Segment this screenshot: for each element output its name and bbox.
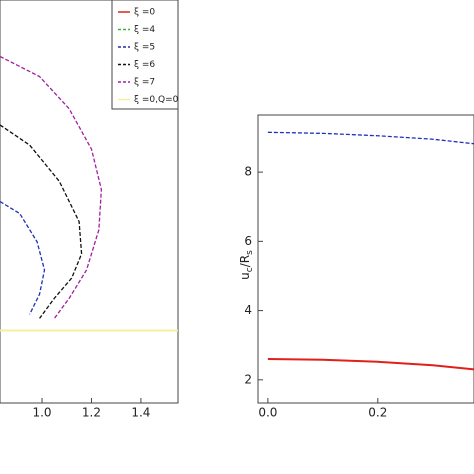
y-tick-label: 4 — [244, 303, 252, 317]
y-tick-label: 2 — [244, 372, 252, 386]
x-tick-label: 1.0 — [32, 406, 51, 420]
plot-area — [267, 131, 474, 371]
series-line — [267, 131, 474, 145]
legend-label: ξ =6 — [134, 60, 155, 70]
legend: ξ =0 ξ =4 ξ =5 ξ =6 ξ =7 ξ =0,Q=0 — [111, 0, 179, 110]
x-tick-label: 1.4 — [131, 406, 150, 420]
series-line — [267, 358, 474, 371]
legend-label: ξ =5 — [134, 43, 155, 53]
series-line — [0, 200, 46, 315]
y-axis-label: uc/Rs — [238, 250, 255, 280]
legend-label: ξ =0,Q=0 — [134, 95, 179, 105]
y-tick-label: 8 — [244, 165, 252, 179]
plot-frame — [257, 114, 474, 404]
x-tick-label: 0.0 — [258, 406, 277, 420]
plot-frame — [0, 0, 179, 404]
legend-label: ξ =4 — [134, 25, 155, 35]
x-tick-label: 0.2 — [368, 406, 387, 420]
legend-box — [111, 0, 179, 110]
y-tick-label: 6 — [244, 234, 252, 248]
series-line — [0, 55, 103, 319]
legend-label: ξ =0 — [134, 8, 155, 18]
plot-area — [0, 55, 178, 332]
x-tick-label: 1.2 — [82, 406, 101, 420]
legend-label: ξ =7 — [134, 78, 155, 88]
series-line — [0, 124, 83, 319]
